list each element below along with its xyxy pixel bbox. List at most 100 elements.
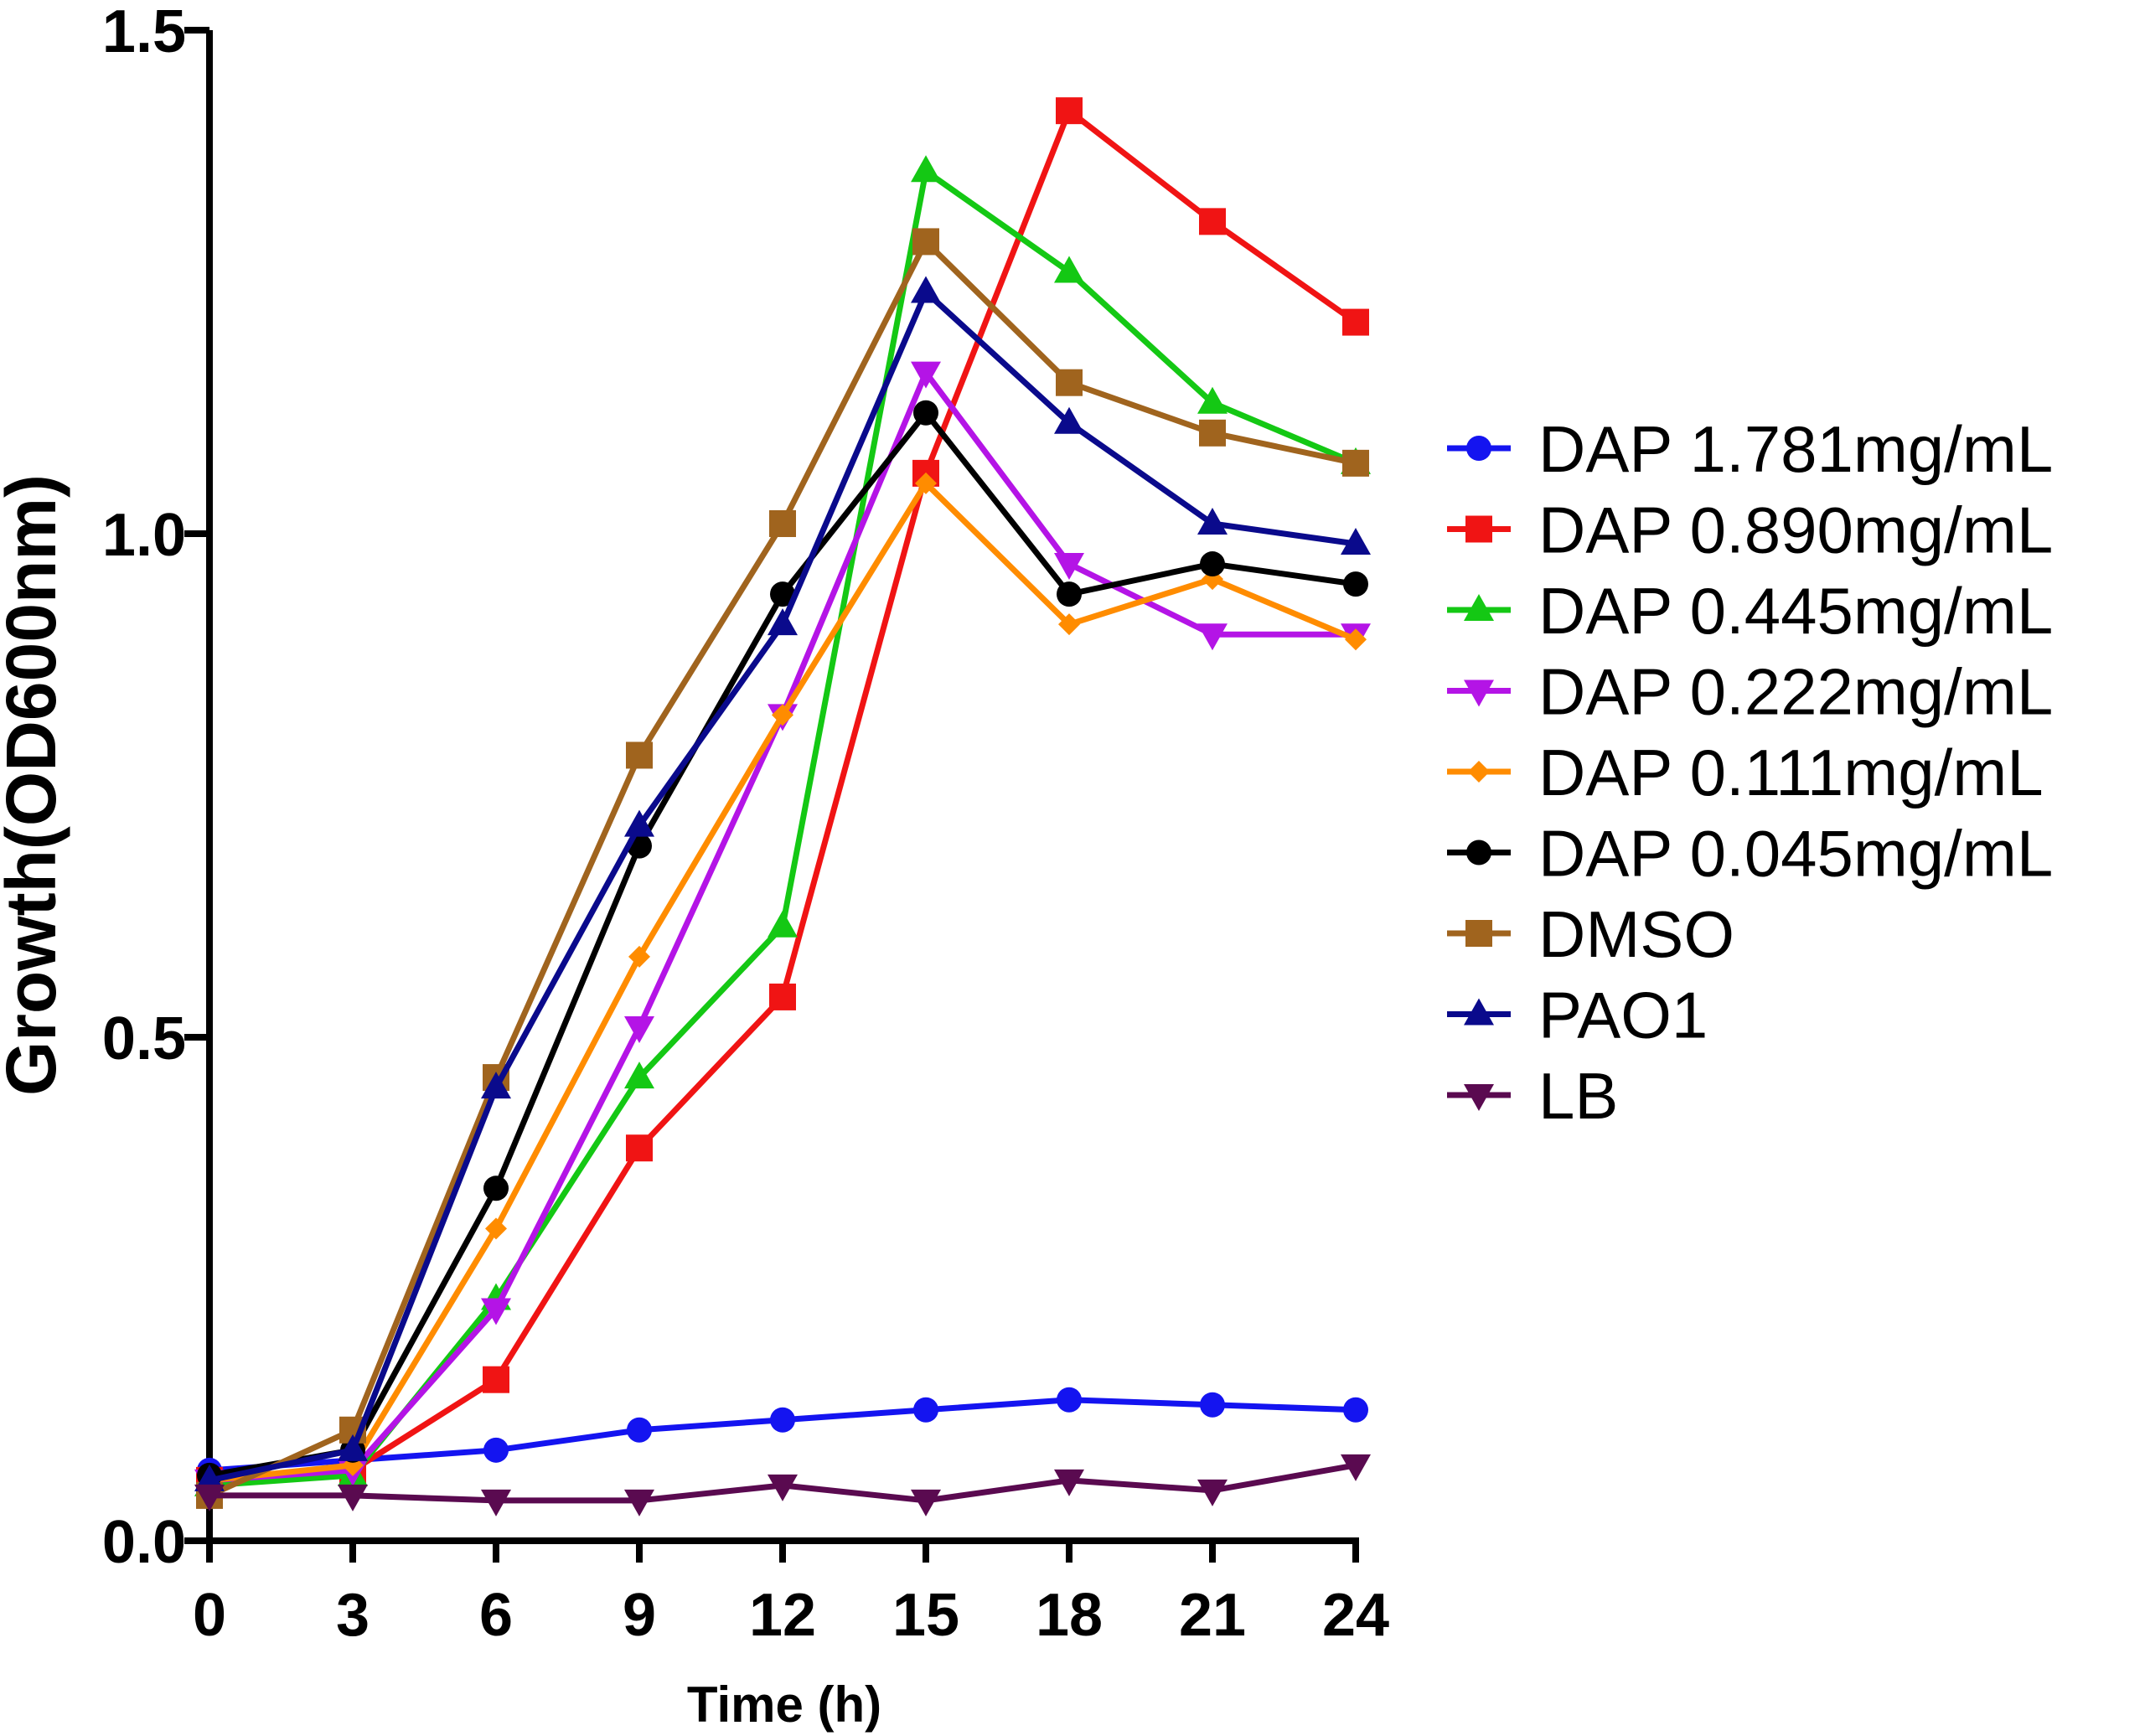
- series-line: [209, 289, 1357, 1484]
- legend-label: DAP 0.111mg/mL: [1538, 736, 2044, 809]
- legend-label: DAP 0.890mg/mL: [1538, 493, 2053, 567]
- data-point: [624, 1062, 654, 1089]
- data-point: [911, 361, 941, 389]
- x-tick-label: 3: [336, 1582, 370, 1649]
- data-point: [915, 472, 937, 494]
- data-point: [1054, 553, 1084, 581]
- data-point: [483, 1366, 509, 1393]
- x-tick-label: 24: [1322, 1582, 1389, 1649]
- legend-label: DAP 1.781mg/mL: [1538, 412, 2053, 486]
- series-line: [209, 410, 1357, 1479]
- series-lb: [194, 1454, 1371, 1516]
- legend-item-dap-0-111mg-ml: DAP 0.111mg/mL: [1447, 736, 2044, 809]
- data-point: [911, 1489, 941, 1516]
- series-dap-0-045mg-ml: [197, 400, 1368, 1488]
- data-point: [194, 1484, 225, 1511]
- data-point: [912, 228, 939, 256]
- data-point: [481, 1298, 511, 1325]
- legend-label: LB: [1538, 1059, 1618, 1133]
- data-point: [338, 1434, 368, 1461]
- data-point: [624, 809, 654, 837]
- data-point: [1057, 1387, 1082, 1413]
- x-tick-label: 15: [892, 1582, 959, 1649]
- series-line: [208, 238, 1357, 1499]
- data-point: [483, 1175, 509, 1201]
- data-point: [1343, 571, 1368, 597]
- y-tick-label: 0.5: [102, 1005, 186, 1072]
- legend-item-dap-0-445mg-ml: DAP 0.445mg/mL: [1447, 574, 2053, 648]
- legend-item-dap-0-222mg-ml: DAP 0.222mg/mL: [1447, 655, 2053, 729]
- legend-item-dap-1-781mg-ml: DAP 1.781mg/mL: [1447, 412, 2053, 486]
- data-point: [913, 400, 938, 426]
- data-point: [1056, 97, 1083, 125]
- legend-item-dmso: DMSO: [1447, 897, 1734, 971]
- data-point: [1342, 308, 1369, 336]
- axes: 0 3 6 9 12 15 18 21 24 0.0 0.5 1.0 1.5: [102, 0, 1389, 1649]
- legend-marker: [1465, 515, 1492, 543]
- x-tick-label: 18: [1036, 1582, 1103, 1649]
- data-point: [1054, 1469, 1084, 1496]
- data-point: [1058, 613, 1080, 636]
- series-dap-0-445mg-ml: [194, 155, 1371, 1496]
- legend-marker: [1464, 594, 1494, 621]
- data-point: [768, 910, 798, 938]
- data-point: [338, 1484, 368, 1511]
- y-ticks: 0.0 0.5 1.0 1.5: [102, 0, 209, 1576]
- data-point: [1200, 551, 1225, 577]
- x-tick-label: 12: [749, 1582, 816, 1649]
- legend-marker: [1464, 998, 1494, 1026]
- legend-marker: [1464, 1084, 1494, 1111]
- y-tick-label: 1.5: [102, 0, 186, 65]
- legend-label: DAP 0.445mg/mL: [1538, 574, 2053, 648]
- data-point: [626, 741, 653, 769]
- data-point: [770, 1407, 795, 1433]
- data-point: [911, 276, 941, 303]
- data-point: [194, 1464, 225, 1491]
- data-point: [769, 983, 796, 1010]
- legend-label: DAP 0.045mg/mL: [1538, 817, 2053, 891]
- series-dap-0-890mg-ml: [196, 97, 1369, 1494]
- series-dmso: [196, 228, 1369, 1509]
- series-line: [209, 168, 1357, 1489]
- legend-marker: [1465, 920, 1492, 947]
- data-point: [481, 1489, 511, 1516]
- data-point: [1200, 1392, 1225, 1418]
- x-axis-title: Time (h): [687, 1677, 881, 1733]
- data-point: [1345, 628, 1367, 651]
- data-point: [624, 1015, 654, 1043]
- series-line: [209, 107, 1358, 1484]
- data-point: [483, 1437, 509, 1463]
- data-point: [485, 1217, 507, 1240]
- data-point: [769, 509, 796, 537]
- data-point: [481, 1072, 511, 1099]
- data-point: [1341, 528, 1371, 555]
- x-ticks: 0 3 6 9 12 15 18 21 24: [193, 1541, 1389, 1649]
- legend-item-dap-0-045mg-ml: DAP 0.045mg/mL: [1447, 817, 2053, 891]
- series-layer: [194, 97, 1371, 1516]
- data-point: [768, 608, 798, 636]
- data-point: [1199, 208, 1226, 235]
- y-axis-title: Growth(OD600nm): [0, 474, 70, 1096]
- x-tick-label: 6: [479, 1582, 513, 1649]
- data-point: [1199, 419, 1226, 447]
- data-point: [913, 1397, 938, 1423]
- legend-marker: [1466, 436, 1491, 461]
- legend-marker: [1468, 761, 1490, 783]
- data-point: [1197, 623, 1228, 651]
- legend-label: DMSO: [1538, 897, 1734, 971]
- data-point: [627, 1417, 652, 1443]
- data-point: [1197, 1479, 1228, 1506]
- data-point: [1057, 581, 1082, 607]
- data-point: [1054, 256, 1084, 283]
- data-point: [911, 155, 941, 183]
- data-point: [1342, 449, 1369, 477]
- x-tick-label: 21: [1179, 1582, 1246, 1649]
- x-tick-label: 0: [193, 1582, 226, 1649]
- legend-item-lb: LB: [1447, 1059, 1618, 1133]
- legend-marker: [1466, 840, 1491, 865]
- data-point: [1197, 386, 1228, 414]
- data-point: [1341, 1454, 1371, 1481]
- data-point: [1197, 507, 1228, 535]
- legend-item-pao1: PAO1: [1447, 979, 1708, 1052]
